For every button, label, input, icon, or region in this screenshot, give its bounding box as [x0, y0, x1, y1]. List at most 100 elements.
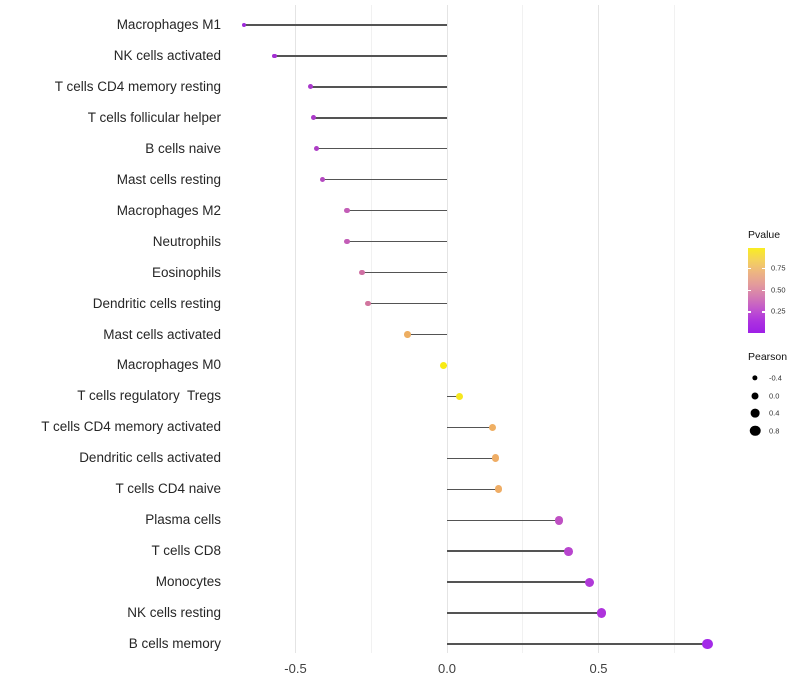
- category-label: NK cells activated: [113, 47, 221, 63]
- stem-line: [447, 581, 590, 583]
- stem-line: [243, 24, 447, 26]
- category-label: Eosinophils: [151, 264, 221, 280]
- colorbar-tick-label: 0.75: [771, 263, 786, 273]
- stem-line: [447, 612, 602, 614]
- x-axis-tick-label: -0.5: [284, 661, 307, 676]
- category-label: Plasma cells: [145, 512, 221, 528]
- data-point: [314, 146, 320, 152]
- category-label: Mast cells resting: [116, 171, 221, 187]
- category-label: Dendritic cells resting: [92, 295, 221, 311]
- stem-line: [313, 117, 447, 119]
- pearson-size-dot: [749, 425, 761, 437]
- colorbar-tick-label: 0.25: [771, 306, 786, 316]
- pearson-legend: Pearson -0.4 0.0 0.4 0.8: [746, 351, 800, 440]
- pvalue-colorbar-wrap: 0.75 0.50 0.25: [746, 248, 800, 334]
- pearson-size-label: 0.4: [769, 408, 780, 418]
- data-point: [365, 300, 372, 307]
- stem-line: [447, 488, 499, 490]
- pearson-legend-item: -0.4: [746, 369, 800, 387]
- pearson-legend-title: Pearson: [748, 351, 788, 363]
- stem-line: [347, 240, 447, 243]
- pearson-size-label: -0.4: [769, 373, 782, 383]
- category-label: T cells CD4 memory activated: [41, 419, 221, 435]
- colorbar-tick-mark: [748, 289, 751, 292]
- data-point: [584, 577, 594, 587]
- category-label: T cells CD8: [151, 543, 221, 559]
- gridline-major: [446, 5, 448, 653]
- pearson-size-rows: -0.4 0.0 0.4 0.8: [746, 369, 800, 440]
- data-point: [404, 331, 411, 338]
- stem-line: [447, 426, 493, 429]
- pvalue-colorbar: [748, 248, 765, 333]
- gridline-minor: [522, 5, 524, 653]
- stem-line: [368, 302, 447, 305]
- data-point: [241, 22, 246, 28]
- data-point: [344, 238, 350, 245]
- category-label: Macrophages M1: [116, 17, 221, 32]
- stem-line: [274, 55, 447, 57]
- colorbar-tick-mark: [748, 311, 751, 313]
- data-point: [491, 454, 500, 463]
- gridline-major: [598, 5, 599, 653]
- stem-line: [407, 333, 447, 336]
- gridline-minor: [370, 5, 372, 653]
- stem-line: [447, 550, 569, 552]
- data-point: [344, 207, 350, 214]
- stem-line: [447, 643, 708, 645]
- data-point: [320, 177, 326, 183]
- pearson-size-dot: [750, 408, 760, 418]
- pearson-size-label: 0.8: [769, 426, 780, 436]
- pearson-legend-item: 0.4: [746, 404, 800, 422]
- x-axis-tick-label: 0.5: [589, 661, 608, 676]
- stem-line: [316, 148, 447, 150]
- category-label: T cells follicular helper: [87, 109, 221, 125]
- data-point: [488, 423, 497, 432]
- category-label: Macrophages M0: [116, 357, 221, 373]
- category-label: B cells memory: [128, 636, 221, 651]
- category-label: Mast cells activated: [103, 326, 221, 342]
- data-point: [308, 84, 314, 90]
- data-point: [563, 546, 573, 556]
- data-point: [702, 638, 713, 650]
- colorbar-tick-label: 0.50: [771, 285, 786, 295]
- data-point: [455, 392, 463, 400]
- pvalue-legend-title: Pvalue: [748, 229, 781, 241]
- data-point: [359, 269, 366, 276]
- data-point: [272, 53, 277, 59]
- pearson-size-label: 0.0: [769, 391, 780, 401]
- pearson-legend-item: 0.0: [746, 387, 800, 405]
- category-label: T cells regulatory Tregs: [77, 388, 221, 404]
- stem-line: [447, 457, 496, 459]
- data-point: [554, 515, 564, 525]
- colorbar-tick-mark: [762, 289, 765, 292]
- stem-line: [447, 519, 560, 521]
- colorbar-tick-mark: [748, 267, 751, 270]
- stem-line: [447, 395, 460, 398]
- colorbar-tick-mark: [762, 267, 765, 270]
- category-label: B cells naive: [145, 140, 221, 156]
- category-label: T cells CD4 memory resting: [54, 78, 221, 94]
- pvalue-legend: Pvalue 0.75 0.50 0.25: [746, 229, 800, 334]
- pearson-size-dot: [752, 375, 758, 381]
- category-label: Neutrophils: [152, 233, 221, 249]
- x-axis-tick-label: 0.0: [437, 661, 457, 676]
- category-label: NK cells resting: [127, 605, 221, 621]
- data-point: [440, 361, 448, 369]
- category-label: T cells CD4 naive: [115, 481, 221, 497]
- pearson-size-dot: [751, 392, 759, 400]
- pearson-legend-item: 0.8: [746, 422, 800, 440]
- gridline-major: [295, 5, 296, 653]
- stem-line: [322, 179, 447, 181]
- category-label: Macrophages M2: [116, 202, 221, 218]
- data-point: [494, 485, 503, 494]
- stem-line: [310, 86, 447, 88]
- category-label: Monocytes: [155, 574, 221, 590]
- stem-line: [362, 271, 447, 274]
- colorbar-tick-mark: [762, 311, 765, 313]
- stem-line: [347, 210, 447, 212]
- gridline-minor: [673, 5, 675, 653]
- data-point: [311, 115, 317, 121]
- category-label: Dendritic cells activated: [79, 450, 221, 466]
- data-point: [596, 608, 607, 618]
